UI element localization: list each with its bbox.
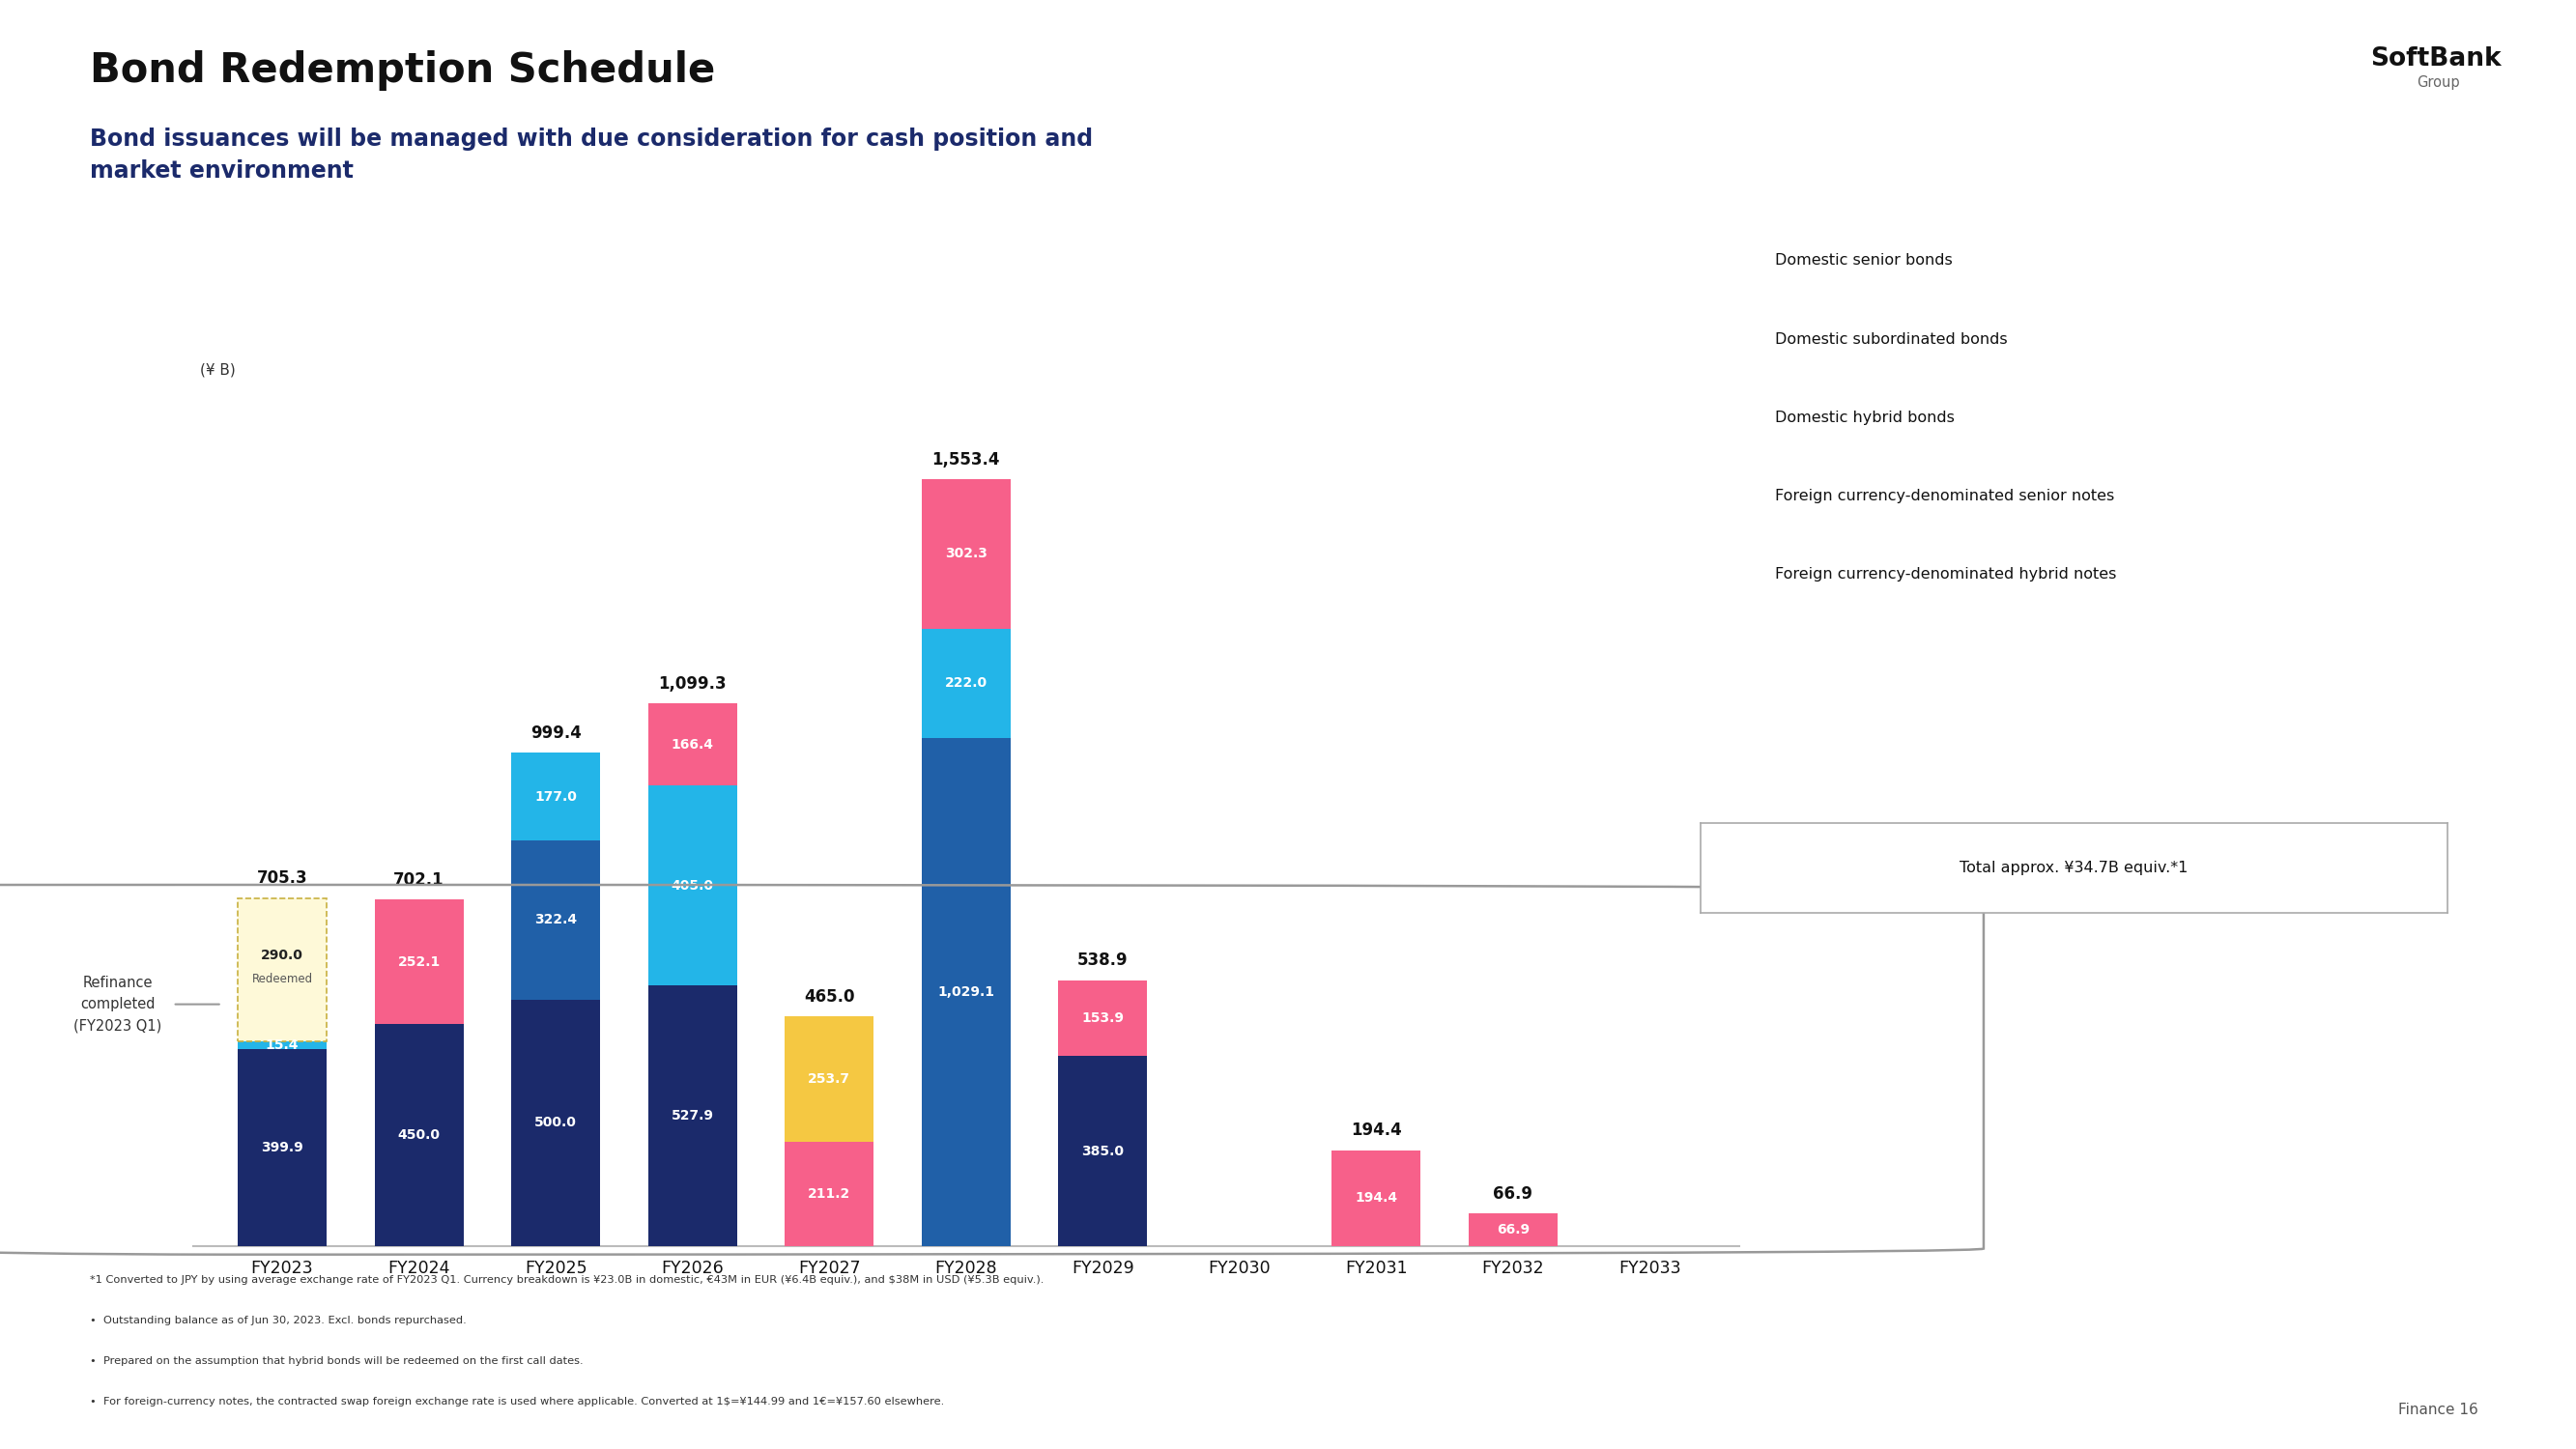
Text: 166.4: 166.4: [672, 738, 714, 752]
Bar: [649, 985, 737, 1246]
Text: 302.3: 302.3: [945, 548, 987, 561]
Text: 194.4: 194.4: [1350, 1122, 1401, 1139]
Bar: [1332, 1151, 1422, 1246]
Text: 500.0: 500.0: [533, 1116, 577, 1130]
Text: 66.9: 66.9: [1497, 1223, 1530, 1236]
Text: 1,099.3: 1,099.3: [659, 675, 726, 693]
Bar: [922, 480, 1010, 629]
Bar: [1468, 1213, 1558, 1246]
Bar: [1059, 1056, 1146, 1246]
Text: 1,029.1: 1,029.1: [938, 985, 994, 998]
Text: •  For foreign-currency notes, the contracted swap foreign exchange rate is used: • For foreign-currency notes, the contra…: [90, 1397, 945, 1407]
Text: Domestic hybrid bonds: Domestic hybrid bonds: [1775, 410, 1955, 425]
Text: Domestic subordinated bonds: Domestic subordinated bonds: [1775, 332, 2007, 346]
Text: 702.1: 702.1: [394, 871, 443, 888]
Text: Secondary Repurchase
(FY2023 Q1): Secondary Repurchase (FY2023 Q1): [1971, 743, 2177, 784]
Text: 1,553.4: 1,553.4: [933, 451, 999, 468]
Text: 405.0: 405.0: [672, 880, 714, 893]
Text: 211.2: 211.2: [809, 1187, 850, 1201]
Text: 253.7: 253.7: [809, 1072, 850, 1087]
Text: Group: Group: [2416, 75, 2460, 90]
Text: Bond issuances will be managed with due consideration for cash position and
mark: Bond issuances will be managed with due …: [90, 128, 1092, 183]
Text: 153.9: 153.9: [1082, 1011, 1123, 1024]
Bar: [922, 629, 1010, 738]
Text: 705.3: 705.3: [258, 869, 307, 887]
Text: Domestic senior bonds: Domestic senior bonds: [1775, 254, 1953, 268]
Text: 999.4: 999.4: [531, 724, 582, 742]
Text: 385.0: 385.0: [1082, 1145, 1123, 1158]
Text: Bond Redemption Schedule: Bond Redemption Schedule: [90, 51, 716, 91]
Text: Finance 16: Finance 16: [2398, 1403, 2478, 1417]
Text: Refinance
completed
(FY2023 Q1): Refinance completed (FY2023 Q1): [75, 975, 162, 1033]
Text: 222.0: 222.0: [945, 677, 987, 690]
Text: Redeemed: Redeemed: [252, 974, 312, 985]
Text: Foreign currency-denominated senior notes: Foreign currency-denominated senior note…: [1775, 488, 2115, 503]
Text: Foreign currency-denominated hybrid notes: Foreign currency-denominated hybrid note…: [1775, 567, 2117, 581]
Bar: [374, 1024, 464, 1246]
Bar: [1059, 980, 1146, 1056]
Text: 527.9: 527.9: [672, 1108, 714, 1123]
Text: (¥ B): (¥ B): [201, 362, 234, 377]
Text: 15.4: 15.4: [265, 1037, 299, 1052]
Text: *1 Converted to JPY by using average exchange rate of FY2023 Q1. Currency breakd: *1 Converted to JPY by using average exc…: [90, 1275, 1043, 1285]
Bar: [510, 1000, 600, 1246]
Bar: [649, 785, 737, 985]
Bar: [237, 1049, 327, 1246]
Text: 194.4: 194.4: [1355, 1191, 1399, 1206]
Text: 66.9: 66.9: [1494, 1185, 1533, 1203]
Text: 177.0: 177.0: [533, 790, 577, 803]
Text: 252.1: 252.1: [397, 955, 440, 968]
Text: 465.0: 465.0: [804, 988, 855, 1006]
Bar: [922, 738, 1010, 1246]
Bar: [510, 840, 600, 1000]
Text: •  Prepared on the assumption that hybrid bonds will be redeemed on the first ca: • Prepared on the assumption that hybrid…: [90, 1356, 585, 1366]
Bar: [237, 1042, 327, 1049]
Bar: [786, 1017, 873, 1142]
Text: 290.0: 290.0: [260, 949, 304, 962]
Text: Total approx. ¥34.7B equiv.*1: Total approx. ¥34.7B equiv.*1: [1960, 861, 2187, 875]
Bar: [237, 898, 327, 1042]
Text: 322.4: 322.4: [533, 913, 577, 926]
Text: SoftBank: SoftBank: [2370, 46, 2501, 71]
Bar: [786, 1142, 873, 1246]
Text: 538.9: 538.9: [1077, 952, 1128, 969]
Bar: [374, 900, 464, 1024]
Bar: [649, 704, 737, 785]
Text: •  Outstanding balance as of Jun 30, 2023. Excl. bonds repurchased.: • Outstanding balance as of Jun 30, 2023…: [90, 1316, 466, 1326]
Text: 450.0: 450.0: [397, 1129, 440, 1142]
Bar: [510, 753, 600, 840]
Text: 399.9: 399.9: [260, 1140, 304, 1155]
